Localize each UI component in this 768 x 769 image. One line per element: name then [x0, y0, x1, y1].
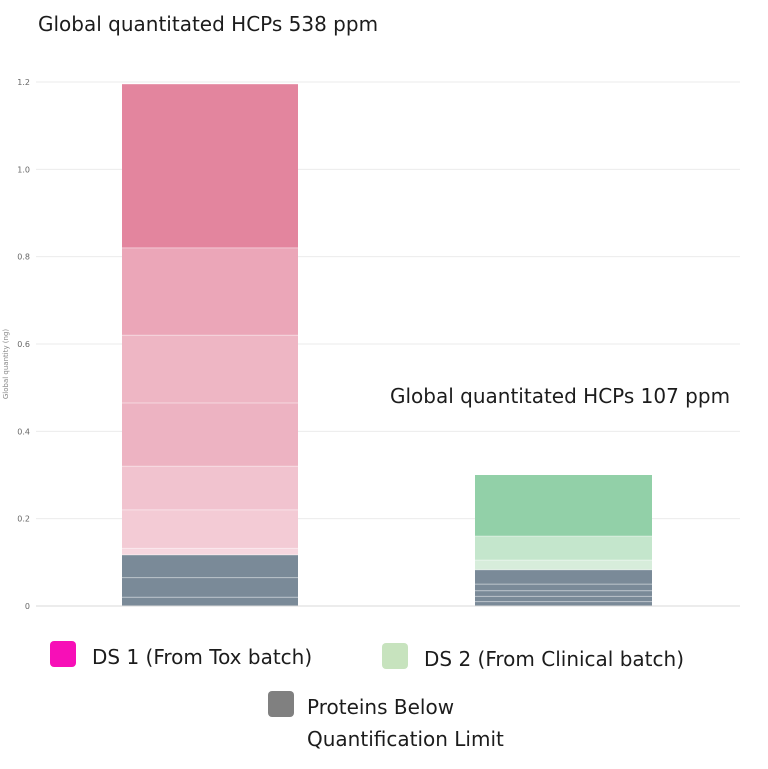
legend-item-below-limit: Proteins Below Quantification Limit	[268, 691, 567, 755]
bar-2-segment-4	[475, 584, 652, 591]
bar-2-segment-7	[475, 536, 652, 561]
y-tick-label: 0	[25, 602, 30, 611]
bar-2-segment-6	[475, 560, 652, 570]
bar-2-annotation: Global quantitated HCPs 107 ppm	[390, 384, 731, 408]
y-tick-label: 0.4	[17, 427, 30, 436]
legend-swatch-below-limit	[268, 691, 294, 717]
bar-2-segment-3	[475, 590, 652, 597]
legend-swatch-ds2	[382, 643, 408, 669]
y-tick-label: 1.2	[17, 78, 30, 87]
bars	[122, 84, 652, 606]
bar-1-segment-2	[122, 577, 298, 598]
bar-2-segment-5	[475, 569, 652, 585]
y-axis-ticks: 0 0.2 0.4 0.6 0.8 1.0 1.2	[17, 78, 30, 611]
legend-swatch-ds1	[50, 641, 76, 667]
bar-1-segment-7	[122, 402, 298, 467]
bar-1-segment-8	[122, 335, 298, 403]
legend-item-ds2: DS 2 (From Clinical batch)	[382, 643, 684, 675]
y-tick-label: 0.2	[17, 515, 30, 524]
bar-1-segment-10	[122, 84, 298, 248]
bar-1-segment-5	[122, 509, 298, 549]
bar-1-segment-1	[122, 597, 298, 606]
bar-2-segment-8	[475, 475, 652, 537]
bar-2-segment-2	[475, 596, 652, 602]
y-axis-label: Global quantity (ng)	[2, 329, 10, 400]
legend-item-ds1: DS 1 (From Tox batch)	[50, 641, 312, 673]
legend-label-below-limit: Proteins Below Quantification Limit	[307, 695, 504, 751]
y-tick-label: 1.0	[17, 165, 30, 174]
stacked-bar-chart: 0 0.2 0.4 0.6 0.8 1.0 1.2 Global quantity (ng)	[2, 78, 740, 611]
legend-label-ds2: DS 2 (From Clinical batch)	[424, 647, 684, 671]
bar-1-segment-4	[122, 548, 298, 555]
y-tick-label: 0.8	[17, 253, 30, 262]
bar-1-segment-6	[122, 466, 298, 510]
y-tick-label: 0.6	[17, 340, 30, 349]
bar-1-annotation: Global quantitated HCPs 538 ppm	[38, 12, 379, 36]
bar-1-segment-3	[122, 554, 298, 578]
bar-2-segment-1	[475, 601, 652, 606]
bar-1-segment-9	[122, 247, 298, 336]
legend-label-ds1: DS 1 (From Tox batch)	[92, 645, 313, 669]
